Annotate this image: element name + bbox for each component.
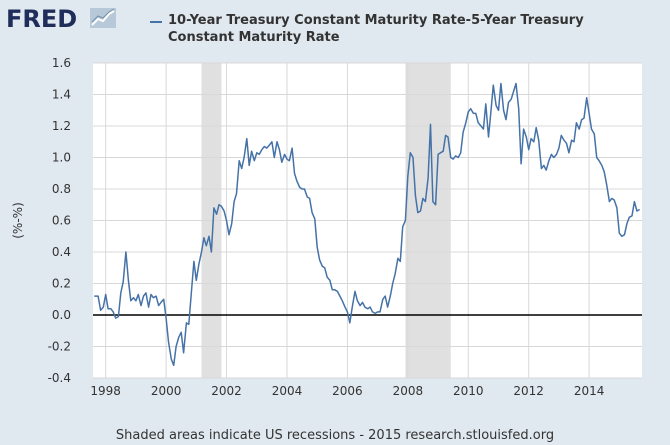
fred-logo: FRED	[6, 6, 116, 32]
y-tick-label-10: 1.6	[52, 56, 71, 70]
y-tick-label-7: 1.0	[52, 151, 71, 165]
x-tick-label-1: 2000	[151, 384, 182, 398]
y-tick-label-9: 1.4	[52, 88, 71, 102]
grid-lines	[93, 62, 642, 379]
y-tick-label-6: 0.8	[52, 182, 71, 196]
y-tick-label-4: 0.4	[52, 245, 71, 259]
y-axis-ticks: -0.4 -0.2 0.0 0.2 0.4 0.6 0.8 1.0 1.2 1.4 1.6	[48, 56, 71, 385]
x-tick-label-8: 2014	[574, 384, 605, 398]
x-tick-label-0: 1998	[90, 384, 121, 398]
x-tick-label-2: 2002	[211, 384, 242, 398]
x-tick-label-6: 2010	[453, 384, 484, 398]
y-tick-label-1: -0.2	[48, 340, 71, 354]
footer-note: Shaded areas indicate US recessions - 20…	[115, 428, 555, 443]
fred-logo-text: FRED	[6, 5, 78, 33]
x-tick-label-5: 2008	[393, 384, 424, 398]
y-axis-label: (%-%)	[11, 202, 25, 239]
y-tick-label-5: 0.6	[52, 214, 71, 228]
legend-series-name: 10-Year Treasury Constant Maturity Rate-…	[168, 13, 584, 45]
x-tick-label-3: 2004	[272, 384, 303, 398]
x-tick-label-7: 2012	[513, 384, 544, 398]
y-tick-label-0: -0.4	[48, 371, 71, 385]
x-axis-ticks: 1998 2000 2002 2004 2006 2008 2010 2012 2014	[90, 384, 604, 398]
series-line	[94, 82, 640, 367]
line-chart: 1998 2000 2002 2004 2006 2008 2010 2012 2014 -0.…	[11, 56, 642, 398]
x-tick-label-4: 2006	[332, 384, 363, 398]
y-tick-label-2: 0.0	[52, 308, 71, 322]
fred-logo-graph-icon	[90, 8, 116, 28]
legend-series-swatch	[150, 21, 162, 23]
y-tick-label-3: 0.2	[52, 277, 71, 291]
y-tick-label-8: 1.2	[52, 119, 71, 133]
